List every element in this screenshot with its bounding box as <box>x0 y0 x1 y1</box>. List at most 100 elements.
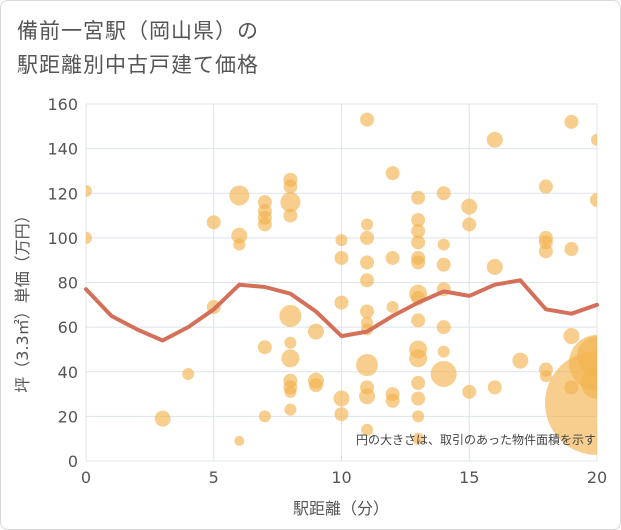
bubble-point <box>385 393 400 408</box>
bubble-point <box>437 345 450 358</box>
bubble-point <box>577 336 597 377</box>
bubble-point <box>461 198 478 215</box>
x-tick-label: 5 <box>209 468 219 487</box>
bubble-point <box>335 234 348 247</box>
bubble-point <box>436 257 451 272</box>
bubble-point <box>412 410 425 423</box>
bubble-point <box>411 375 426 390</box>
bubble-point <box>257 340 272 355</box>
bubble-point <box>412 432 425 445</box>
x-tick-label: 0 <box>81 468 91 487</box>
y-tick-label: 60 <box>58 318 78 337</box>
bubble-point <box>231 227 248 244</box>
bubble-point <box>283 208 298 223</box>
bubble-point <box>360 380 375 395</box>
bubble-point <box>360 255 375 270</box>
bubble-point <box>229 185 250 206</box>
chart-title: 備前一宮駅（岡山県）の 駅距離別中古戸建て価格 <box>17 14 259 82</box>
bubble-point <box>409 349 428 368</box>
x-tick-label: 15 <box>459 468 479 487</box>
bubble-point <box>462 384 477 399</box>
bubble-point <box>538 244 553 259</box>
y-tick-label: 120 <box>47 184 78 203</box>
bubble-point <box>182 367 195 380</box>
y-axis-label: 坪（3.3㎡）単価（万円） <box>13 207 32 392</box>
average-line-series <box>84 278 599 343</box>
size-annotation: 円の大きさは、取引のあった物件面積を示す <box>356 432 596 447</box>
bubble-point <box>356 354 379 377</box>
bubble-point <box>564 380 579 395</box>
bubble-point <box>86 185 92 198</box>
bubble-point <box>486 258 503 275</box>
bubble-point <box>258 410 271 423</box>
bubble-point <box>307 323 324 340</box>
bubble-point <box>257 217 272 232</box>
bubble-point <box>385 166 400 181</box>
chart-title-line-2: 駅距離別中古戸建て価格 <box>17 53 259 77</box>
bubble-point <box>411 313 426 328</box>
x-tick-label: 10 <box>331 468 351 487</box>
bubble-point <box>334 250 349 265</box>
x-axis-label: 駅距離（分） <box>293 499 389 518</box>
bubble-point <box>437 238 450 251</box>
bubble-point <box>361 218 374 231</box>
bubble-point <box>411 255 426 270</box>
bubble-point <box>284 336 297 349</box>
y-tick-label: 160 <box>47 95 78 114</box>
bubble-point <box>234 435 245 446</box>
bubble-point <box>206 215 221 230</box>
bubble-point <box>436 320 451 335</box>
bubble-point <box>361 423 374 436</box>
y-tick-label: 20 <box>58 407 78 426</box>
y-tick-label: 0 <box>68 452 78 471</box>
grid-lines <box>85 103 598 462</box>
bubble-point <box>462 217 477 232</box>
bubble-point <box>436 186 451 201</box>
bubble-point <box>385 250 400 265</box>
bubble-point <box>334 295 349 310</box>
bubble-point <box>386 301 399 314</box>
bubble-point <box>154 410 171 427</box>
bubble-point <box>280 192 301 213</box>
bubble-point <box>538 179 553 194</box>
bubble-point <box>360 273 375 288</box>
bubble-point <box>360 112 375 127</box>
bubble-point <box>564 114 579 129</box>
bubble-point <box>360 304 375 319</box>
bubble-point <box>284 385 297 398</box>
bubble-point <box>283 179 298 194</box>
bubble-point <box>590 192 597 207</box>
tick-labels: 0 20 40 60 80 100 120 140 160 0 5 10 15 20 <box>47 95 607 487</box>
bubble-point <box>487 380 502 395</box>
bubble-point <box>334 407 349 422</box>
bubble-point <box>411 391 426 406</box>
y-tick-label: 80 <box>58 274 78 293</box>
average-price-line <box>84 278 599 343</box>
bubble-point <box>279 304 302 327</box>
bubble-series <box>86 112 597 455</box>
bubble-point <box>564 242 579 257</box>
bubble-point <box>233 238 246 251</box>
bubble-point <box>539 370 552 383</box>
chart-title-line-1: 備前一宮駅（岡山県）の <box>17 19 259 43</box>
bubble-point <box>430 360 457 387</box>
y-tick-label: 140 <box>47 140 78 159</box>
bubble-point <box>86 231 92 244</box>
bubble-point <box>591 133 597 146</box>
bubble-point <box>581 366 597 399</box>
bubble-point <box>281 349 300 368</box>
y-tick-label: 40 <box>58 363 78 382</box>
bubble-point <box>411 213 426 228</box>
y-tick-label: 100 <box>47 229 78 248</box>
bubble-point <box>411 190 426 205</box>
bubble-point <box>333 390 350 407</box>
bubble-point <box>512 352 529 369</box>
bubble-point <box>411 224 426 239</box>
bubble-point <box>486 131 503 148</box>
bubble-point <box>563 328 580 345</box>
bubble-point <box>411 235 426 250</box>
x-tick-label: 20 <box>587 468 607 487</box>
bubble-point <box>284 403 297 416</box>
